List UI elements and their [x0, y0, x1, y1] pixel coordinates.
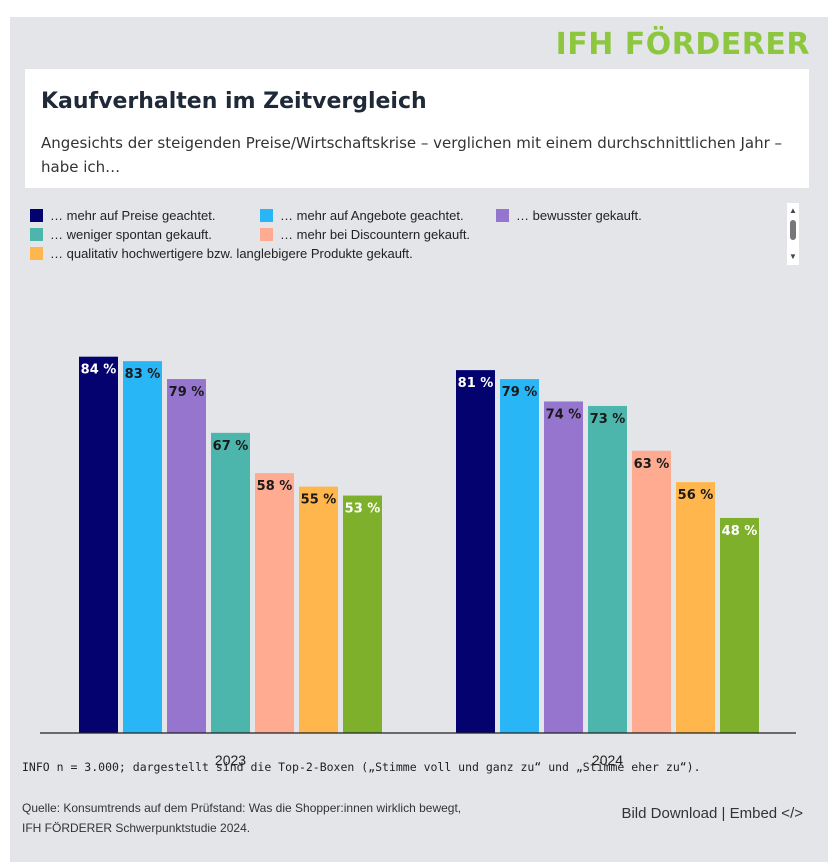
legend-swatch — [496, 209, 509, 222]
legend-item[interactable]: … bewusster gekauft. — [496, 208, 642, 223]
legend-scrollbar[interactable]: ▲ ▼ — [787, 203, 799, 265]
legend-swatch — [30, 247, 43, 260]
scroll-up-icon[interactable]: ▲ — [789, 206, 797, 215]
bar-value-label: 48 % — [722, 524, 758, 539]
bar[interactable] — [255, 473, 294, 733]
source-line-2: IFH FÖRDERER Schwerpunktstudie 2024. — [22, 821, 251, 835]
info-note: INFO n = 3.000; dargestellt sind die Top… — [22, 760, 701, 774]
download-link[interactable]: Bild Download — [621, 805, 718, 822]
legend-label: … weniger spontan gekauft. — [50, 227, 212, 242]
legend-swatch — [30, 228, 43, 241]
bar[interactable] — [343, 495, 382, 733]
legend-item[interactable]: … weniger spontan gekauft. — [30, 227, 212, 242]
bar-value-label: 83 % — [125, 367, 161, 382]
bar-value-label: 79 % — [169, 385, 205, 400]
bar[interactable] — [632, 450, 671, 733]
chart-subtitle: Angesichts der steigenden Preise/Wirtsch… — [41, 134, 783, 176]
brand-logo: IFH FÖRDERER — [555, 27, 810, 62]
footer-links: Bild Download | Embed </> — [621, 805, 803, 822]
bar-value-label: 53 % — [345, 502, 381, 517]
legend-label: … mehr auf Angebote geachtet. — [280, 208, 464, 223]
bar[interactable] — [456, 370, 495, 733]
legend-label: … bewusster gekauft. — [516, 208, 642, 223]
bar-value-label: 67 % — [213, 439, 249, 454]
bar[interactable] — [720, 517, 759, 733]
embed-link[interactable]: Embed </> — [729, 805, 803, 822]
bar[interactable] — [544, 401, 583, 733]
scroll-down-icon[interactable]: ▼ — [789, 252, 797, 261]
legend-label: … mehr auf Preise geachtet. — [50, 208, 216, 223]
scroll-thumb[interactable] — [790, 220, 796, 240]
bar-value-label: 74 % — [546, 407, 582, 422]
bar-value-label: 79 % — [502, 385, 538, 400]
source-note: Quelle: Konsumtrends auf dem Prüfstand: … — [22, 798, 562, 838]
legend-swatch — [260, 228, 273, 241]
legend-item[interactable]: … mehr auf Preise geachtet. — [30, 208, 215, 223]
legend-label: … mehr bei Discountern gekauft. — [280, 227, 471, 242]
bar-value-label: 55 % — [301, 493, 337, 508]
chart-title: Kaufverhalten im Zeitvergleich — [41, 89, 427, 114]
bar-value-label: 84 % — [81, 363, 117, 378]
bar-value-label: 81 % — [458, 376, 494, 391]
bar-value-label: 58 % — [257, 479, 293, 494]
bar-value-label: 56 % — [678, 488, 714, 503]
header-box: Kaufverhalten im Zeitvergleich Angesicht… — [25, 69, 809, 188]
bar[interactable] — [167, 379, 206, 733]
bar-value-label: 73 % — [590, 412, 626, 427]
legend-item[interactable]: … qualitativ hochwertigere bzw. langlebi… — [30, 246, 413, 261]
bar-value-label: 63 % — [634, 457, 670, 472]
bar[interactable] — [299, 486, 338, 733]
legend-label: … qualitativ hochwertigere bzw. langlebi… — [50, 246, 413, 261]
bar[interactable] — [500, 379, 539, 733]
link-separator: | — [721, 805, 726, 822]
legend-swatch — [30, 209, 43, 222]
bar[interactable] — [588, 405, 627, 733]
legend-item[interactable]: … mehr auf Angebote geachtet. — [260, 208, 464, 223]
x-tick-label: 2024 — [592, 752, 623, 768]
legend-item[interactable]: … mehr bei Discountern gekauft. — [260, 227, 470, 242]
bar[interactable] — [123, 361, 162, 733]
bar[interactable] — [676, 482, 715, 733]
source-line-1: Quelle: Konsumtrends auf dem Prüfstand: … — [22, 801, 462, 815]
bar[interactable] — [211, 432, 250, 733]
x-tick-label: 2023 — [215, 752, 246, 768]
legend-swatch — [260, 209, 273, 222]
bar[interactable] — [79, 356, 118, 733]
